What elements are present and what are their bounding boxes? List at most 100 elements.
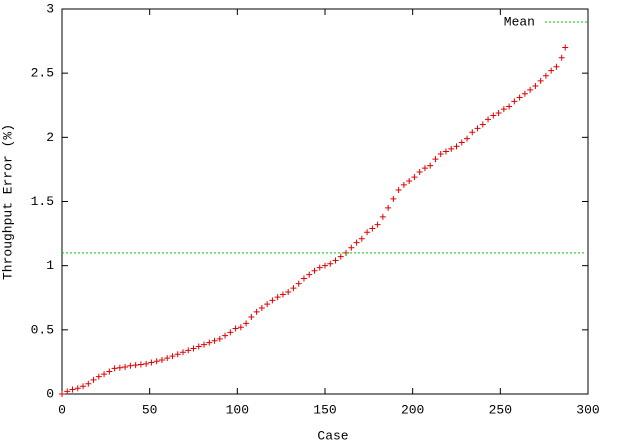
point [442, 148, 449, 155]
point [369, 225, 376, 232]
point [453, 143, 460, 150]
point [285, 288, 292, 295]
point [406, 177, 413, 184]
point [153, 358, 160, 365]
y-tick-label: 1 [46, 258, 54, 273]
legend-label: Mean [504, 14, 535, 29]
point [395, 186, 402, 193]
y-tick-label: 0 [46, 386, 54, 401]
point [490, 112, 497, 119]
point [237, 324, 244, 331]
point [148, 359, 155, 366]
point [216, 335, 223, 342]
point [274, 294, 281, 301]
point [300, 275, 307, 282]
point [374, 221, 381, 228]
point [353, 239, 360, 246]
point [90, 376, 97, 383]
point [479, 121, 486, 128]
point [558, 54, 565, 61]
point [132, 362, 139, 369]
point [532, 83, 539, 89]
point [327, 260, 334, 267]
point [390, 195, 397, 202]
point [95, 373, 102, 380]
point [179, 349, 186, 356]
point [185, 347, 192, 354]
point [264, 301, 271, 308]
point [116, 364, 123, 371]
point [516, 94, 523, 101]
point [348, 244, 355, 251]
point [290, 285, 297, 292]
point [106, 368, 113, 375]
point [400, 181, 407, 188]
point [448, 145, 455, 152]
point [379, 213, 386, 220]
point [527, 86, 534, 93]
point [562, 44, 569, 51]
point [458, 139, 465, 146]
y-tick-label: 2 [46, 130, 54, 145]
point [143, 360, 150, 367]
point [358, 235, 365, 242]
point [485, 116, 492, 123]
point [59, 391, 65, 397]
point [474, 125, 481, 132]
point [337, 253, 344, 260]
point [316, 264, 323, 271]
point [411, 174, 418, 181]
x-tick-label: 100 [226, 402, 249, 417]
point [122, 364, 129, 371]
point [548, 67, 555, 74]
point [80, 383, 87, 390]
y-tick-label: 3 [46, 1, 54, 16]
point [201, 341, 208, 348]
x-tick-label: 200 [401, 402, 424, 417]
point [553, 63, 560, 70]
x-axis-label: Case [317, 428, 348, 443]
point [69, 386, 76, 393]
point [306, 271, 313, 278]
y-tick-label: 1.5 [31, 194, 54, 209]
point [127, 362, 134, 369]
point [227, 329, 234, 336]
point [232, 325, 239, 332]
point [101, 371, 108, 378]
point [311, 267, 318, 274]
point [511, 98, 518, 105]
point [500, 106, 507, 113]
point [269, 297, 276, 304]
point [64, 388, 71, 395]
point [279, 291, 286, 298]
point [253, 308, 260, 315]
point [74, 385, 81, 392]
y-tick-label: 0.5 [31, 322, 54, 337]
point [174, 351, 181, 358]
point [258, 305, 265, 312]
y-tick-label: 2.5 [31, 66, 54, 81]
point [542, 72, 549, 79]
point [206, 339, 213, 346]
point [164, 355, 171, 362]
point [111, 365, 118, 372]
x-tick-label: 250 [489, 402, 512, 417]
point [506, 103, 513, 110]
point [495, 109, 502, 116]
point [169, 353, 176, 360]
point [437, 151, 444, 158]
point [332, 257, 339, 264]
point [421, 165, 428, 172]
point [295, 280, 302, 287]
point [243, 320, 250, 327]
point [85, 380, 92, 387]
point [521, 90, 528, 97]
point [416, 168, 423, 175]
x-tick-label: 50 [142, 402, 158, 417]
x-tick-label: 0 [58, 402, 66, 417]
point [248, 314, 255, 320]
point [385, 204, 392, 211]
point [432, 156, 439, 163]
plot-frame [61, 8, 589, 395]
